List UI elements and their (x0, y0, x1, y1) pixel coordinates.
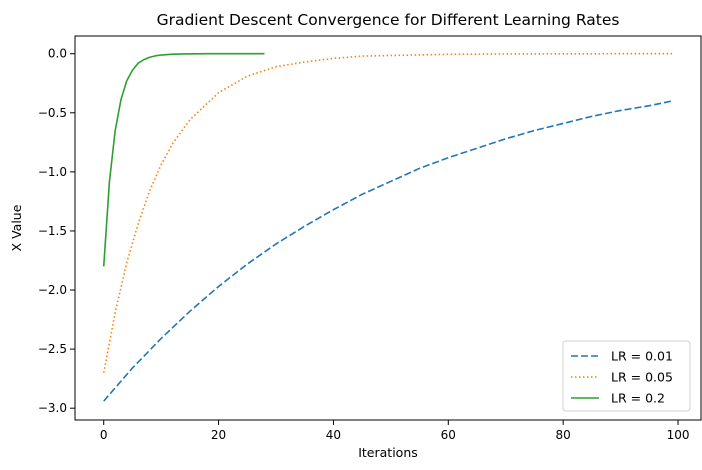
series-line-3 (102, 52, 265, 267)
plot-area-frame (74, 35, 702, 421)
x-axis: 0 20 40 60 80 100 (100, 420, 690, 442)
y-tick-label: 0.0 (48, 47, 67, 61)
legend-frame (562, 340, 691, 412)
x-axis-label: Iterations (358, 445, 418, 460)
legend-entry-label: LR = 0.2 (611, 391, 665, 406)
legend-entry-label: LR = 0.05 (611, 370, 673, 385)
y-tick-label: −2.0 (38, 283, 67, 297)
x-tick-label: 60 (441, 428, 456, 442)
legend: LR = 0.01 LR = 0.05 LR = 0.2 (562, 340, 691, 412)
y-axis: 0.0 −0.5 −1.0 −1.5 −2.0 −2.5 −3.0 (38, 47, 75, 415)
series-lines (102, 52, 673, 402)
y-tick-label: −1.0 (38, 165, 67, 179)
series-line-2 (102, 52, 673, 373)
y-tick-label: −2.5 (38, 342, 67, 356)
y-tick-label: −0.5 (38, 106, 67, 120)
y-axis-label: X Value (9, 204, 24, 251)
legend-entry-label: LR = 0.01 (611, 349, 673, 364)
y-tick-label: −3.0 (38, 401, 67, 415)
series-line-1 (103, 100, 673, 402)
x-tick-label: 0 (100, 428, 108, 442)
x-tick-label: 20 (211, 428, 226, 442)
y-tick-label: −1.5 (38, 224, 67, 238)
chart-title: Gradient Descent Convergence for Differe… (157, 11, 620, 29)
x-tick-label: 40 (326, 428, 341, 442)
x-tick-label: 100 (667, 428, 690, 442)
x-tick-label: 80 (556, 428, 571, 442)
